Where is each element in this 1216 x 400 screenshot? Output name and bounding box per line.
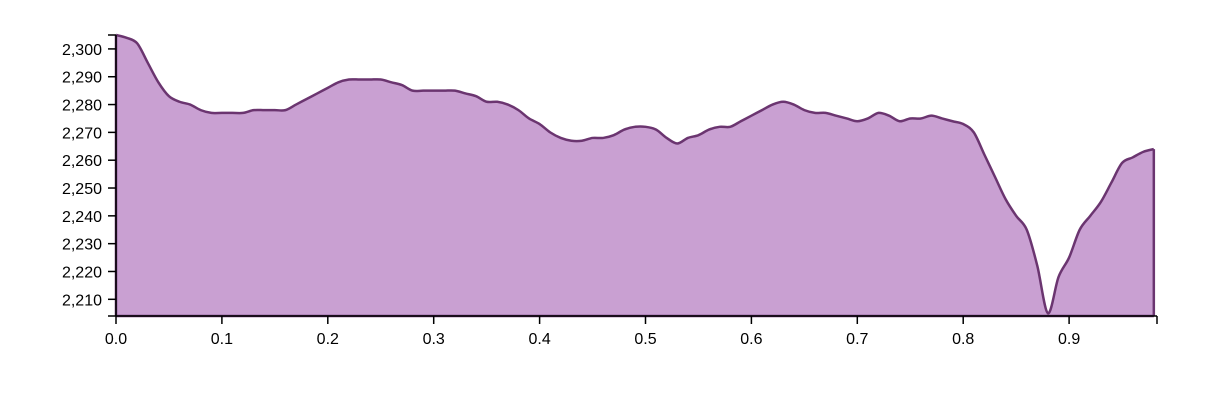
y-tick-label: 2,210 <box>62 292 102 309</box>
y-tick-label: 2,230 <box>62 237 102 254</box>
y-tick-label: 2,260 <box>62 153 102 170</box>
x-tick-label: 0.8 <box>952 331 974 348</box>
y-tick-label: 2,290 <box>62 70 102 87</box>
y-tick-label: 2,240 <box>62 209 102 226</box>
x-axis: 0.0 0.1 0.2 0.3 0.4 0.5 0.6 0.7 0.8 0.9 <box>105 315 1158 348</box>
x-tick-label: 0.0 <box>105 331 127 348</box>
series-line <box>115 33 1155 315</box>
area-fill <box>116 35 1154 316</box>
x-tick-label: 0.9 <box>1058 331 1080 348</box>
x-tick-label: 0.7 <box>846 331 868 348</box>
plot-area <box>114 33 1156 318</box>
y-tick-label: 2,220 <box>62 264 102 281</box>
y-axis: 2,210 2,220 2,230 2,240 2,250 2,260 2,270 2,280… <box>62 34 117 317</box>
x-tick-label: 0.4 <box>528 331 550 348</box>
x-tick-label: 0.3 <box>423 331 445 348</box>
y-tick-label: 2,280 <box>62 98 102 115</box>
y-tick-label: 2,250 <box>62 181 102 198</box>
y-tick-label: 2,270 <box>62 125 102 142</box>
x-tick-label: 0.5 <box>634 331 656 348</box>
x-tick-label: 0.6 <box>740 331 762 348</box>
y-tick-label: 2,300 <box>62 42 102 59</box>
x-tick-label: 0.2 <box>317 331 339 348</box>
x-tick-label: 0.1 <box>211 331 233 348</box>
